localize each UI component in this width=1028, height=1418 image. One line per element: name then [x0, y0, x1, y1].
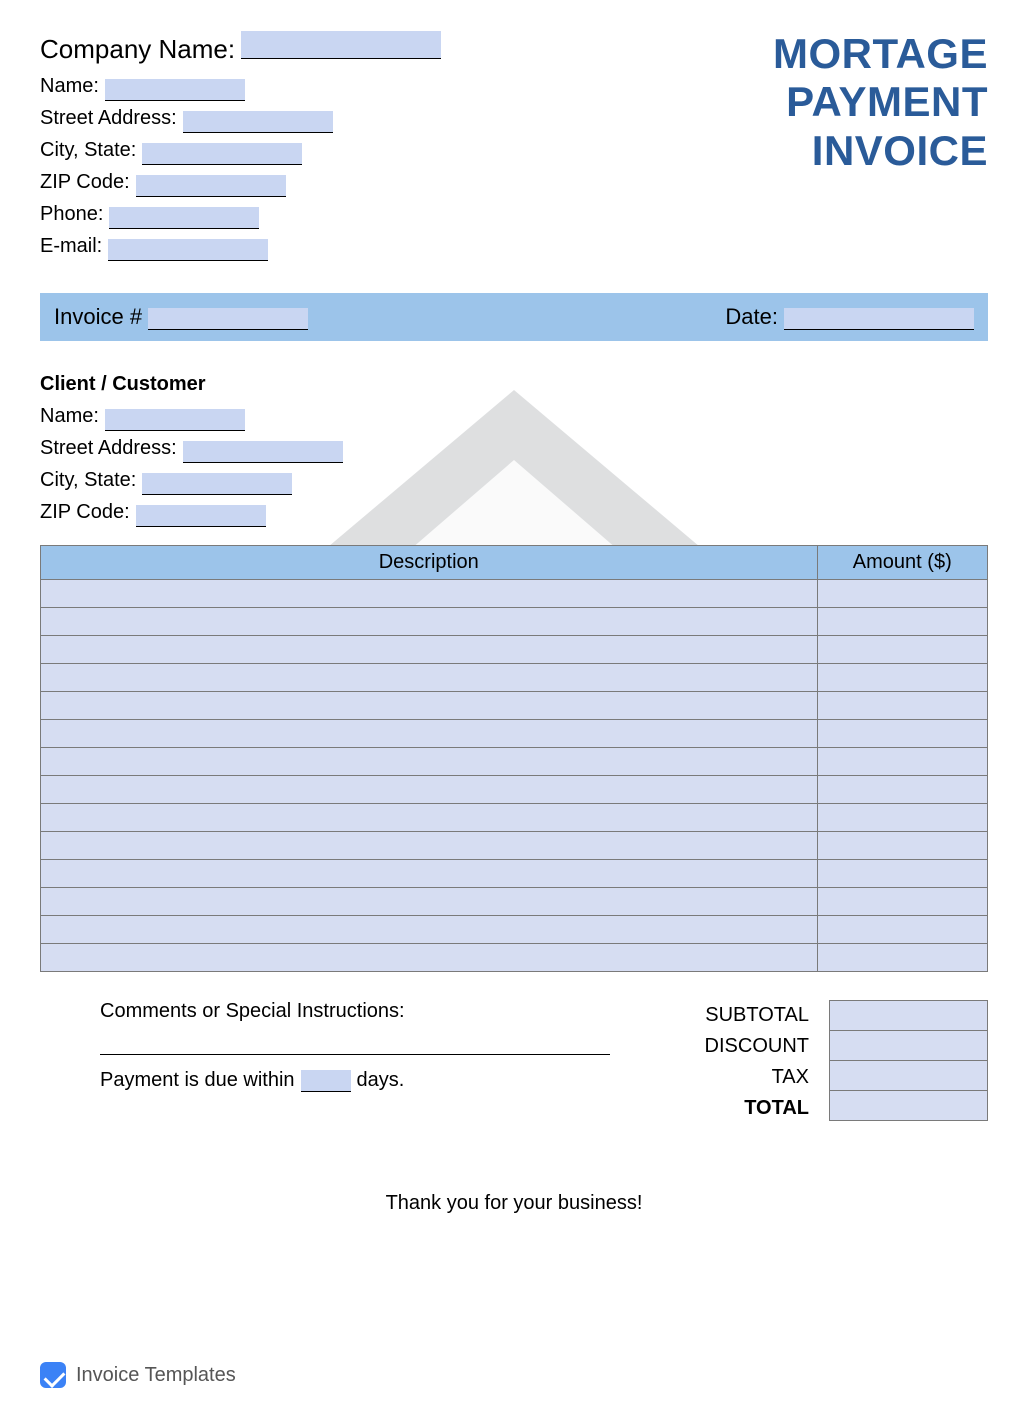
client-city-state-input[interactable] — [142, 473, 292, 495]
cell-amount[interactable] — [817, 748, 987, 776]
email-input[interactable] — [108, 239, 268, 261]
tax-value[interactable] — [830, 1061, 988, 1091]
table-row — [41, 664, 988, 692]
total-label: TOTAL — [705, 1093, 809, 1124]
thank-you-text: Thank you for your business! — [40, 1192, 988, 1215]
cell-description[interactable] — [41, 636, 818, 664]
totals-boxes — [829, 1000, 988, 1121]
client-street-input[interactable] — [183, 441, 343, 463]
client-street-label: Street Address: — [40, 433, 177, 463]
table-row — [41, 776, 988, 804]
table-row — [41, 804, 988, 832]
col-description-header: Description — [41, 546, 818, 580]
company-name-input[interactable] — [241, 31, 441, 59]
cell-amount[interactable] — [817, 580, 987, 608]
zip-input[interactable] — [136, 175, 286, 197]
cell-description[interactable] — [41, 580, 818, 608]
cell-amount[interactable] — [817, 664, 987, 692]
cell-amount[interactable] — [817, 720, 987, 748]
line-items-table: DescriptionAmount ($) — [40, 545, 988, 972]
cell-description[interactable] — [41, 832, 818, 860]
comments-label: Comments or Special Instructions: — [100, 1000, 610, 1023]
client-heading: Client / Customer — [40, 369, 988, 399]
due-prefix: Payment is due within — [100, 1069, 295, 1092]
city-state-label: City, State: — [40, 135, 136, 165]
table-row — [41, 944, 988, 972]
date-input[interactable] — [784, 308, 974, 330]
cell-amount[interactable] — [817, 944, 987, 972]
due-days-input[interactable] — [301, 1070, 351, 1092]
subtotal-label: SUBTOTAL — [705, 1000, 809, 1031]
brand-text: Invoice Templates — [76, 1364, 236, 1387]
cell-amount[interactable] — [817, 692, 987, 720]
phone-input[interactable] — [109, 207, 259, 229]
brand-check-icon — [40, 1362, 66, 1388]
street-input[interactable] — [183, 111, 333, 133]
cell-amount[interactable] — [817, 916, 987, 944]
col-amount-header: Amount ($) — [817, 546, 987, 580]
discount-label: DISCOUNT — [705, 1031, 809, 1062]
company-name-label: Company Name: — [40, 30, 235, 69]
tax-label: TAX — [705, 1062, 809, 1093]
cell-description[interactable] — [41, 860, 818, 888]
subtotal-value[interactable] — [830, 1001, 988, 1031]
invoice-bar: Invoice # Date: — [40, 293, 988, 341]
cell-description[interactable] — [41, 720, 818, 748]
table-row — [41, 636, 988, 664]
cell-amount[interactable] — [817, 888, 987, 916]
cell-description[interactable] — [41, 748, 818, 776]
table-row — [41, 608, 988, 636]
cell-description[interactable] — [41, 916, 818, 944]
invoice-number-label: Invoice # — [54, 304, 142, 330]
table-row — [41, 832, 988, 860]
invoice-number-input[interactable] — [148, 308, 308, 330]
client-name-input[interactable] — [105, 409, 245, 431]
total-value[interactable] — [830, 1091, 988, 1121]
cell-description[interactable] — [41, 944, 818, 972]
table-row — [41, 580, 988, 608]
company-info-block: Company Name: Name: Street Address: City… — [40, 30, 441, 263]
cell-description[interactable] — [41, 608, 818, 636]
cell-amount[interactable] — [817, 776, 987, 804]
comments-input[interactable] — [100, 1029, 610, 1055]
table-row — [41, 748, 988, 776]
client-name-label: Name: — [40, 401, 99, 431]
table-row — [41, 888, 988, 916]
cell-description[interactable] — [41, 692, 818, 720]
cell-description[interactable] — [41, 804, 818, 832]
date-label: Date: — [725, 304, 778, 330]
table-row — [41, 916, 988, 944]
totals-labels: SUBTOTAL DISCOUNT TAX TOTAL — [705, 1000, 809, 1124]
cell-amount[interactable] — [817, 608, 987, 636]
cell-amount[interactable] — [817, 860, 987, 888]
zip-label: ZIP Code: — [40, 167, 130, 197]
cell-amount[interactable] — [817, 636, 987, 664]
client-city-state-label: City, State: — [40, 465, 136, 495]
cell-description[interactable] — [41, 664, 818, 692]
name-input[interactable] — [105, 79, 245, 101]
client-info-block: Client / Customer Name: Street Address: … — [40, 369, 988, 527]
cell-description[interactable] — [41, 888, 818, 916]
email-label: E-mail: — [40, 231, 102, 261]
cell-description[interactable] — [41, 776, 818, 804]
discount-value[interactable] — [830, 1031, 988, 1061]
table-row — [41, 692, 988, 720]
due-suffix: days. — [357, 1069, 405, 1092]
phone-label: Phone: — [40, 199, 103, 229]
document-title: MORTAGE PAYMENT INVOICE — [773, 30, 988, 175]
comments-block: Comments or Special Instructions: Paymen… — [100, 1000, 610, 1092]
table-row — [41, 860, 988, 888]
client-zip-label: ZIP Code: — [40, 497, 130, 527]
cell-amount[interactable] — [817, 832, 987, 860]
cell-amount[interactable] — [817, 804, 987, 832]
client-zip-input[interactable] — [136, 505, 266, 527]
name-label: Name: — [40, 71, 99, 101]
street-label: Street Address: — [40, 103, 177, 133]
table-row — [41, 720, 988, 748]
city-state-input[interactable] — [142, 143, 302, 165]
brand-footer: Invoice Templates — [40, 1362, 236, 1388]
